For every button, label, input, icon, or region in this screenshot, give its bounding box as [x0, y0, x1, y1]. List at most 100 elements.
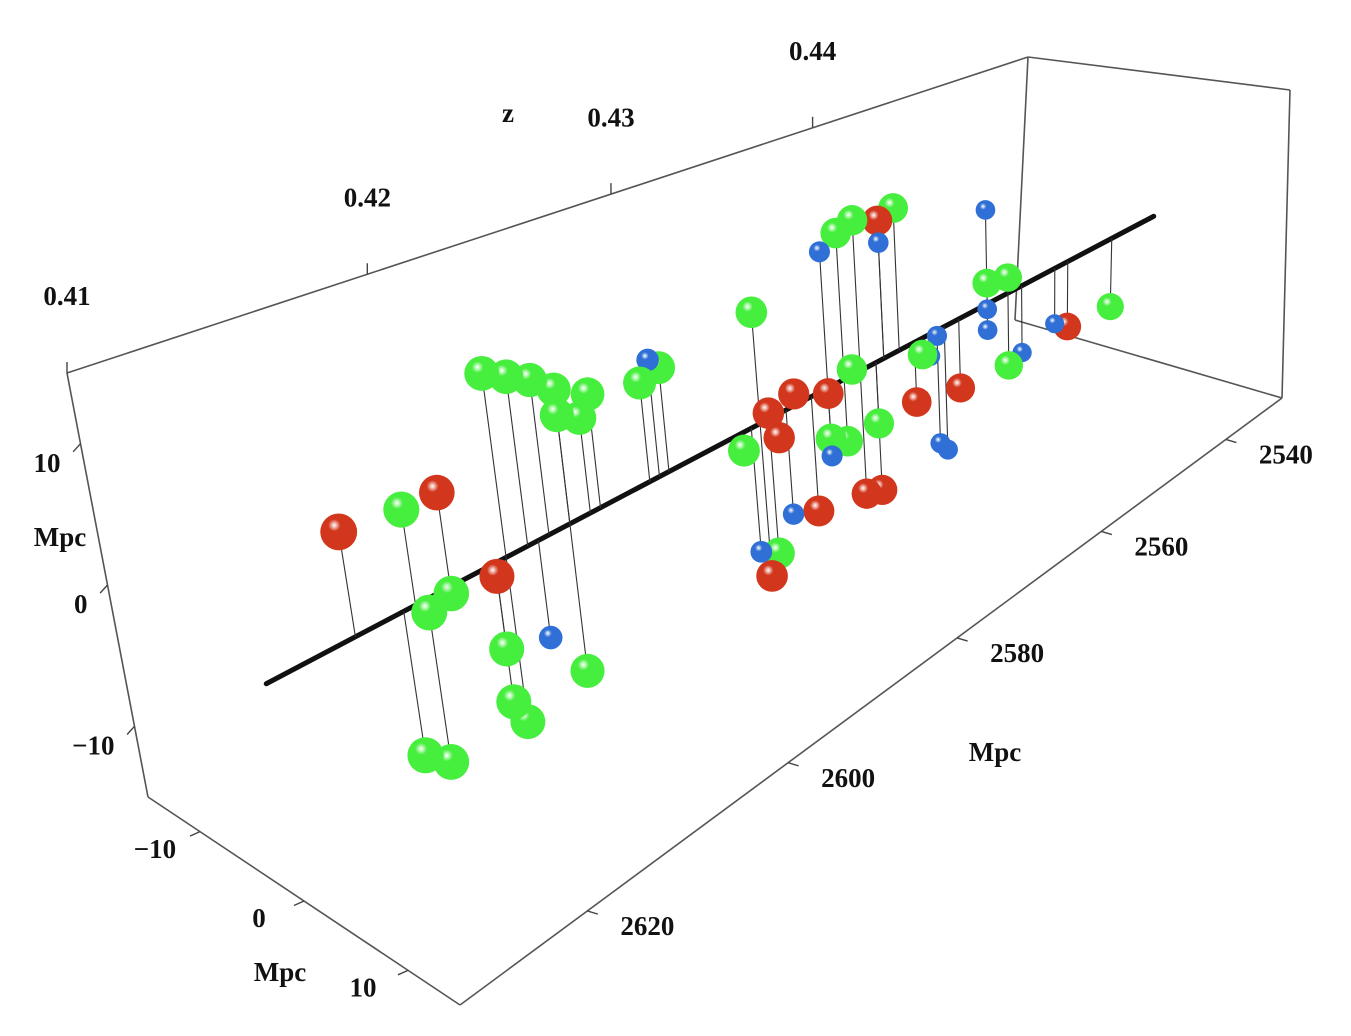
stem: [556, 415, 571, 524]
galaxy-point: [821, 445, 843, 467]
galaxy-point: [479, 558, 515, 594]
tick-mark: [587, 910, 599, 915]
plot-area: [263, 193, 1157, 780]
galaxy-point: [419, 474, 455, 511]
galaxy-point: [411, 594, 448, 631]
stem: [639, 382, 651, 482]
galaxy-point: [975, 200, 996, 220]
galaxy-point: [868, 232, 889, 253]
tick-mark: [72, 443, 82, 453]
stem: [835, 233, 845, 380]
galaxy-point: [803, 495, 835, 527]
galaxy-point: [570, 653, 605, 688]
galaxy-point: [820, 217, 851, 249]
stem: [481, 373, 507, 558]
stem: [810, 396, 820, 511]
y-tick-label: 0: [252, 903, 266, 933]
x-tick-label: 2580: [990, 638, 1044, 668]
galaxy-point: [782, 503, 805, 525]
galaxy-point: [750, 540, 773, 563]
z-tick-label: −10: [72, 731, 114, 761]
galaxy-point: [778, 378, 810, 410]
stem: [877, 242, 885, 359]
tick-mark: [1101, 530, 1113, 536]
galaxy-point: [808, 241, 830, 263]
galaxy-point: [907, 339, 938, 370]
galaxy-point: [383, 491, 420, 528]
tick-mark: [99, 584, 109, 594]
y-tick-label: 10: [350, 973, 377, 1003]
stem: [537, 540, 552, 638]
z-axis-title: Mpc: [34, 522, 87, 552]
stem: [818, 251, 829, 388]
tick-mark: [787, 762, 799, 767]
box-edge: [1027, 56, 1291, 91]
x-axis-title: Mpc: [969, 737, 1022, 767]
stem: [658, 367, 670, 472]
galaxy-point: [538, 625, 563, 650]
galaxy-point: [812, 378, 844, 409]
galaxy-point: [756, 560, 788, 592]
tick-mark: [956, 637, 968, 642]
galaxy-point: [735, 296, 768, 329]
galaxy-point: [320, 513, 358, 551]
stem: [936, 330, 942, 444]
galaxy-point: [836, 354, 868, 385]
stem: [569, 523, 589, 671]
stem: [505, 376, 529, 547]
galaxy-point: [1096, 293, 1124, 321]
box-edge: [1281, 89, 1291, 399]
stem: [403, 611, 427, 756]
galaxy-point: [945, 373, 976, 403]
galaxy-point: [496, 684, 532, 720]
galaxy-point: [977, 320, 998, 340]
galaxy-point: [623, 366, 657, 400]
stem: [859, 370, 868, 494]
x-tick-label: 2600: [821, 763, 875, 793]
galaxy-point: [489, 631, 525, 667]
redshift_-tick-label: 0.41: [43, 281, 90, 311]
y-axis-title: Mpc: [254, 957, 307, 987]
stem: [892, 208, 900, 351]
galaxy-point: [727, 434, 760, 467]
y-tick-label: −10: [134, 834, 176, 864]
tick-mark: [189, 831, 201, 837]
z-tick-label: 10: [34, 448, 61, 478]
galaxy-point: [752, 397, 785, 429]
redshift_-tick-label: 0.42: [344, 182, 391, 212]
galaxy-point: [464, 355, 500, 391]
box-edge: [459, 397, 1283, 1006]
galaxy-point: [901, 387, 932, 417]
galaxy-point: [994, 351, 1024, 380]
galaxy-point: [763, 421, 795, 454]
x-tick-label: 2540: [1259, 440, 1313, 470]
galaxy-point: [636, 348, 659, 372]
galaxy-point: [862, 205, 893, 236]
stem: [1021, 285, 1023, 353]
tick-mark: [1225, 438, 1237, 444]
stem: [529, 379, 550, 535]
x-tick-label: 2560: [1134, 532, 1188, 562]
galaxy-point: [1045, 314, 1065, 334]
galaxy-point: [851, 478, 882, 509]
redshift_-tick-label: 0.44: [789, 36, 836, 66]
galaxy-point: [926, 325, 948, 346]
tick-mark: [397, 969, 409, 976]
galaxy-point: [815, 423, 847, 455]
axis-line: [263, 213, 1157, 687]
ticks: 2540 2560 2580 2600 2620 −10 0 10 −10 0 10 0.41 0.42…: [34, 36, 1313, 1003]
galaxy-point: [930, 433, 951, 454]
redshift_-tick-label: 0.43: [587, 102, 634, 132]
stem: [851, 220, 861, 371]
galaxy-point: [977, 299, 998, 320]
tick-mark: [126, 725, 136, 735]
galaxy-point: [863, 408, 895, 439]
z-tick-label: 0: [74, 589, 88, 619]
box: [66, 56, 1291, 1006]
tick-mark: [293, 900, 305, 907]
galaxy-point: [407, 737, 444, 774]
box-edge: [66, 56, 1029, 374]
redshift-axis-title: z: [502, 98, 514, 128]
